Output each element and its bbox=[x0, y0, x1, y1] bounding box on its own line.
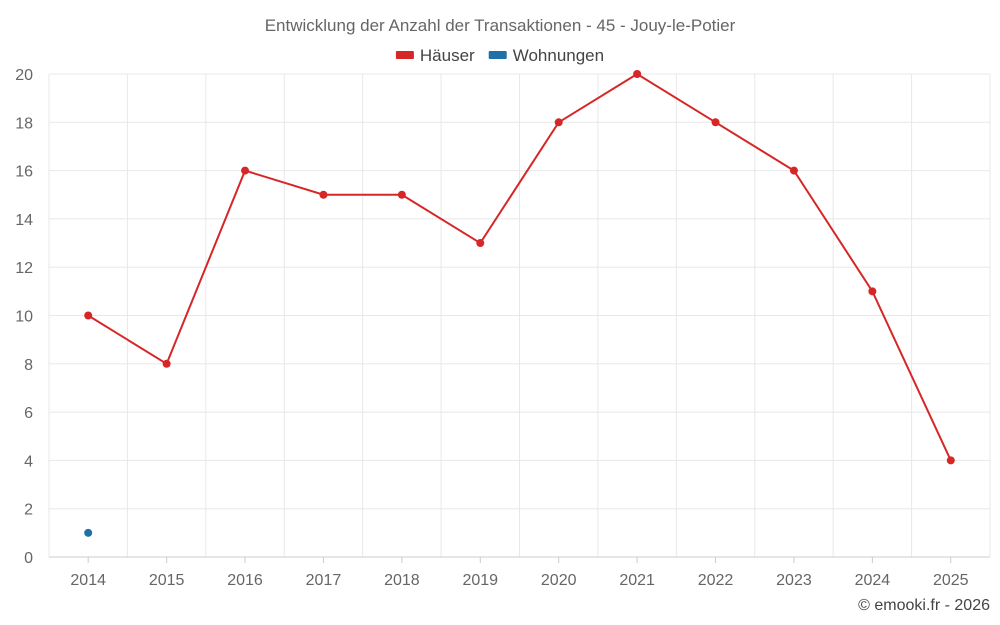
series-layer bbox=[84, 70, 955, 537]
y-axis: 0 2 4 6 8 10 12 14 16 18 20 bbox=[15, 67, 33, 567]
data-point[interactable] bbox=[789, 166, 798, 175]
x-tick-label: 2025 bbox=[933, 572, 969, 589]
y-tick-label: 14 bbox=[15, 212, 33, 229]
data-point[interactable] bbox=[633, 70, 642, 78]
x-tick-label: 2015 bbox=[149, 572, 185, 589]
legend-item-0[interactable]: Häuser bbox=[395, 46, 475, 65]
legend: Häuser Wohnungen bbox=[395, 46, 604, 65]
legend-item-1[interactable]: Wohnungen bbox=[488, 46, 604, 65]
credit: © emooki.fr - 2026 bbox=[858, 597, 990, 614]
data-point[interactable] bbox=[476, 239, 485, 248]
series-0 bbox=[84, 70, 955, 465]
y-tick-label: 0 bbox=[24, 550, 33, 567]
series-1 bbox=[84, 528, 93, 537]
x-tick-label: 2022 bbox=[698, 572, 734, 589]
data-point[interactable] bbox=[946, 456, 955, 465]
x-tick-label: 2017 bbox=[306, 572, 342, 589]
x-tick-label: 2018 bbox=[384, 572, 420, 589]
x-tick-label: 2016 bbox=[227, 572, 263, 589]
series-line bbox=[87, 72, 952, 461]
y-tick-label: 4 bbox=[24, 453, 33, 470]
y-tick-label: 20 bbox=[15, 67, 33, 84]
y-tick-label: 16 bbox=[15, 164, 33, 181]
data-point[interactable] bbox=[241, 166, 250, 175]
x-tick-label: 2024 bbox=[855, 572, 891, 589]
chart-title: Entwicklung der Anzahl der Transaktionen… bbox=[265, 16, 736, 35]
x-tick-label: 2021 bbox=[619, 572, 655, 589]
x-tick-label: 2020 bbox=[541, 572, 577, 589]
y-tick-label: 8 bbox=[24, 357, 33, 374]
y-tick-label: 6 bbox=[24, 405, 33, 422]
y-tick-label: 2 bbox=[24, 502, 33, 519]
y-tick-label: 10 bbox=[15, 309, 33, 326]
data-point[interactable] bbox=[84, 528, 93, 537]
legend-label: Wohnungen bbox=[513, 46, 604, 65]
x-tick-label: 2019 bbox=[462, 572, 498, 589]
data-point[interactable] bbox=[84, 311, 93, 320]
data-point[interactable] bbox=[397, 190, 406, 199]
y-tick-label: 12 bbox=[15, 260, 33, 277]
legend-swatch bbox=[488, 51, 507, 59]
data-point[interactable] bbox=[554, 118, 563, 127]
x-tick-label: 2023 bbox=[776, 572, 812, 589]
data-point[interactable] bbox=[868, 287, 877, 296]
data-point[interactable] bbox=[319, 190, 328, 199]
data-point[interactable] bbox=[162, 359, 171, 368]
legend-label: Häuser bbox=[420, 46, 475, 65]
grid bbox=[48, 73, 991, 558]
y-tick-label: 18 bbox=[15, 115, 33, 132]
x-tick-label: 2014 bbox=[70, 572, 106, 589]
x-axis: 2014 2015 2016 2017 2018 2019 2020 2021 2022 2023… bbox=[49, 556, 990, 589]
data-point[interactable] bbox=[711, 118, 720, 127]
legend-swatch bbox=[395, 51, 414, 59]
